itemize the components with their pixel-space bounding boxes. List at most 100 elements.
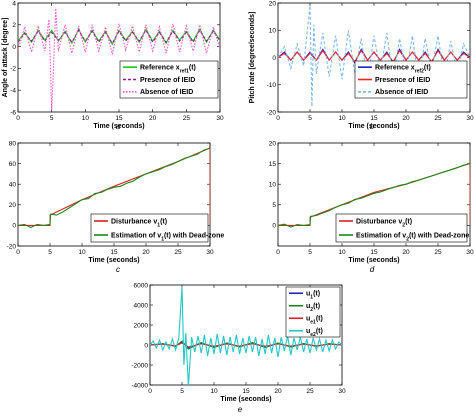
x-axis-label: Time (seconds): [93, 123, 144, 130]
y-tick-label: 2: [12, 22, 16, 29]
x-tick-label: 25: [306, 388, 314, 395]
legend-label: u1(t): [306, 291, 320, 301]
y-tick-label: 80: [9, 140, 17, 147]
x-tick-label: 10: [78, 249, 86, 256]
x-tick-label: 15: [242, 388, 250, 395]
y-tick-label: 15: [269, 161, 277, 168]
x-tick-label: 25: [183, 115, 191, 122]
y-tick-label: 20: [269, 0, 277, 7]
x-tick-label: 20: [402, 249, 410, 256]
y-axis-label: Angle of attack [degree]: [2, 18, 9, 98]
x-tick-label: 10: [338, 115, 346, 122]
y-tick-label: 6000: [134, 282, 149, 289]
x-tick-label: 0: [16, 249, 20, 256]
legend-box: [354, 60, 468, 99]
x-axis-label: Time (seconds): [348, 123, 399, 130]
legend-label: Disturbance v2(t): [356, 218, 412, 228]
series-line-1: [18, 27, 220, 46]
x-tick-label: 15: [370, 249, 378, 256]
legend-label: Reference xref2(t): [375, 65, 431, 75]
series-line-4: [150, 286, 342, 385]
x-tick-label: 20: [142, 249, 150, 256]
legend-label: u2(t): [306, 303, 320, 313]
legend-label: ue2(t): [306, 328, 323, 338]
legend-label: Absence of IEID: [375, 89, 428, 96]
legend: Disturbance v1(t) Estimation of v1(t) wit…: [90, 213, 224, 243]
legend-label: Disturbance v1(t): [111, 218, 167, 228]
x-tick-label: 5: [308, 115, 312, 122]
panel-caption: c: [116, 265, 120, 274]
x-tick-label: 10: [338, 249, 346, 256]
chart-e: 0 5 10 15 20 25 30 -4000 -2000 0 2000 4000 6000 Time …: [131, 282, 346, 414]
x-tick-label: 10: [210, 388, 218, 395]
series-line-2: [278, 49, 470, 63]
y-tick-label: 10: [269, 182, 277, 189]
x-tick-label: 5: [50, 115, 54, 122]
panel-caption: e: [238, 405, 243, 414]
y-tick-label: 5: [272, 202, 276, 209]
x-tick-label: 30: [216, 115, 224, 122]
legend-box: [285, 286, 341, 338]
y-tick-label: 60: [9, 161, 17, 168]
y-tick-label: 10: [269, 28, 277, 35]
y-tick-label: 4000: [134, 302, 149, 309]
y-tick-label: -6: [10, 109, 16, 116]
x-tick-label: 15: [370, 115, 378, 122]
x-tick-label: 25: [434, 249, 442, 256]
series-line-3: [278, 5, 470, 107]
y-tick-label: -2: [10, 66, 16, 73]
y-tick-label: 40: [9, 182, 17, 189]
x-axis-label: Time (seconds): [88, 257, 139, 264]
panel-caption: a: [116, 122, 121, 131]
series-line-2: [278, 163, 470, 228]
x-tick-label: 0: [276, 249, 280, 256]
x-tick-label: 5: [48, 249, 52, 256]
x-tick-label: 25: [434, 115, 442, 122]
y-tick-label: 4: [12, 0, 16, 7]
y-tick-label: 0: [12, 44, 16, 51]
y-axis-label: Pitch rate [degree/seconds]: [249, 12, 256, 104]
series-line-3: [18, 8, 220, 110]
y-tick-label: -4000: [131, 382, 148, 389]
x-tick-label: 10: [82, 115, 90, 122]
x-tick-label: 30: [338, 388, 346, 395]
y-tick-label: 0: [12, 223, 16, 230]
x-tick-label: 30: [466, 249, 474, 256]
series-line-2: [18, 29, 220, 45]
legend-label: ue1(t): [306, 316, 323, 326]
legend-label: Absence of IEID: [140, 89, 193, 96]
panel-caption: d: [370, 265, 375, 274]
x-tick-label: 25: [174, 249, 182, 256]
y-tick-label: 0: [144, 342, 148, 349]
y-tick-label: 20: [269, 140, 277, 147]
x-tick-label: 30: [206, 249, 214, 256]
chart-a: 0 5 10 15 20 25 30 -6 -4 -2 0 2 4 Time (seconds) Angle…: [2, 0, 224, 131]
y-tick-label: 0: [272, 55, 276, 62]
panel-caption: b: [370, 122, 375, 131]
y-tick-label: 2000: [134, 322, 149, 329]
x-tick-label: 15: [115, 115, 123, 122]
y-tick-label: -4: [10, 88, 16, 95]
x-tick-label: 20: [402, 115, 410, 122]
legend: Disturbance v2(t) Estimation of v2(t) wit…: [335, 213, 469, 242]
x-tick-label: 20: [274, 388, 282, 395]
x-tick-label: 5: [308, 249, 312, 256]
legend-label: Estimation of v1(t) with Dead-zone: [111, 232, 224, 242]
x-tick-label: 0: [276, 115, 280, 122]
y-tick-label: 20: [9, 202, 17, 209]
y-tick-label: -20: [267, 109, 277, 116]
x-tick-label: 20: [149, 115, 157, 122]
legend-label: Presence of IEID: [140, 77, 195, 84]
legend-label: Reference xref1(t): [140, 65, 196, 75]
legend: Reference xref2(t) Presence of IEID Absenc…: [354, 60, 468, 99]
y-tick-label: -2000: [131, 362, 148, 369]
legend: u1(t) u2(t) ue1(t) ue2(t): [285, 286, 341, 338]
y-tick-label: -20: [7, 243, 17, 250]
legend-box: [90, 213, 209, 243]
legend-label: Presence of IEID: [375, 77, 430, 84]
y-tick-label: 0: [272, 223, 276, 230]
legend-label: Estimation of v2(t) with Dead-zone: [356, 232, 469, 242]
x-tick-label: 30: [466, 115, 474, 122]
x-axis-label: Time (seconds): [348, 257, 399, 264]
